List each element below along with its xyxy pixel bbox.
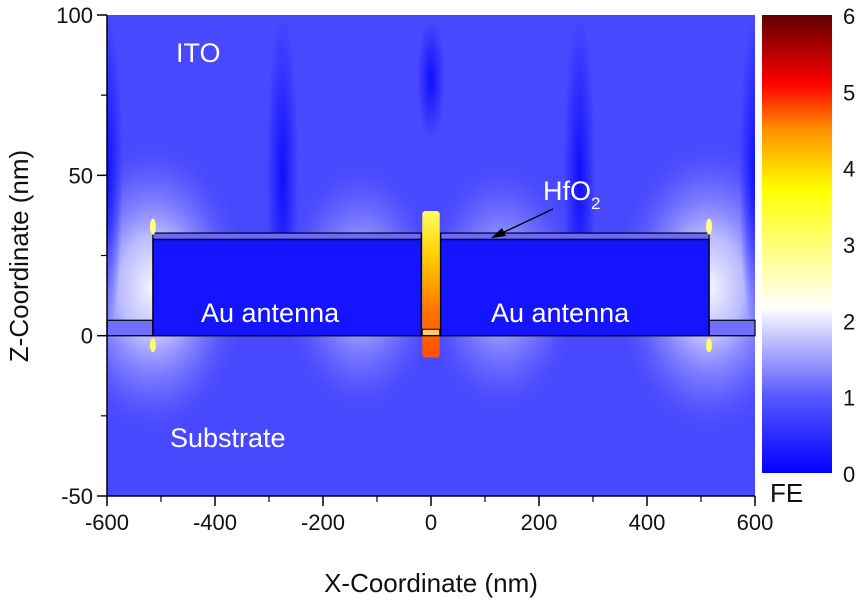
hfo2-arrow-head bbox=[491, 228, 506, 238]
y-tick-label: 50 bbox=[69, 163, 93, 188]
field-minimum-4 bbox=[739, 15, 755, 336]
x-tick-label: 600 bbox=[737, 510, 774, 535]
x-tick-label: 200 bbox=[521, 510, 558, 535]
colorbar-tick-label: 4 bbox=[843, 157, 855, 182]
colorbar-gradient bbox=[762, 15, 832, 473]
field-minimum-0 bbox=[107, 15, 123, 336]
y-axis-label: Z-Coordinate (nm) bbox=[4, 150, 34, 362]
gap-floor bbox=[421, 328, 441, 337]
device-structures bbox=[106, 211, 756, 358]
label-hfo2-subscript: 2 bbox=[591, 194, 600, 213]
colorbar-tick-label: 0 bbox=[843, 462, 855, 487]
label-ito: ITO bbox=[176, 38, 221, 68]
colorbar: FE 0 1 2 3 4 5 6 bbox=[762, 4, 855, 508]
label-hfo2: HfO2 bbox=[543, 176, 600, 213]
colorbar-tick-label: 3 bbox=[843, 233, 855, 258]
colorbar-tick-label: 5 bbox=[843, 80, 855, 105]
y-tick-label: 0 bbox=[81, 324, 93, 349]
edge-hotspot-bottom-1 bbox=[706, 338, 713, 353]
label-hfo2-main: HfO bbox=[543, 176, 591, 206]
hfo2-layer-right bbox=[440, 232, 710, 241]
region-labels: ITO Substrate Au antenna Au antenna HfO2 bbox=[170, 38, 630, 453]
hfo2-layer-right-outer bbox=[708, 319, 756, 337]
x-tick-label: 0 bbox=[425, 510, 437, 535]
hfo2-layer-left bbox=[152, 232, 422, 241]
antenna-left bbox=[152, 238, 422, 337]
gap-hotspot bbox=[422, 211, 440, 358]
colorbar-tick-label: 1 bbox=[843, 386, 855, 411]
colorbar-label: FE bbox=[770, 478, 803, 508]
edge-hotspot-top-1 bbox=[706, 218, 713, 235]
x-axis-label: X-Coordinate (nm) bbox=[324, 568, 538, 598]
x-tick-label: -200 bbox=[301, 510, 345, 535]
x-tick-label: -400 bbox=[193, 510, 237, 535]
axes: -600 -400 -200 0 200 400 600 -50 0 50 100 bbox=[56, 3, 773, 535]
colorbar-tick-label: 6 bbox=[843, 4, 855, 29]
label-substrate: Substrate bbox=[170, 423, 286, 453]
hfo2-arrow-line bbox=[499, 208, 554, 235]
y-tick-label: 100 bbox=[56, 3, 93, 28]
label-antenna-left: Au antenna bbox=[201, 298, 340, 328]
label-antenna-right: Au antenna bbox=[491, 298, 630, 328]
edge-hotspot-top-0 bbox=[149, 218, 156, 235]
edge-hotspot-bottom-0 bbox=[149, 338, 156, 353]
field-minimum-2 bbox=[417, 19, 445, 140]
hfo2-layer-left-outer bbox=[106, 319, 154, 337]
antenna-right bbox=[440, 238, 710, 337]
x-tick-label: -600 bbox=[85, 510, 129, 535]
x-tick-label: 400 bbox=[629, 510, 666, 535]
y-tick-label: -50 bbox=[61, 484, 93, 509]
colorbar-tick-label: 2 bbox=[843, 309, 855, 334]
